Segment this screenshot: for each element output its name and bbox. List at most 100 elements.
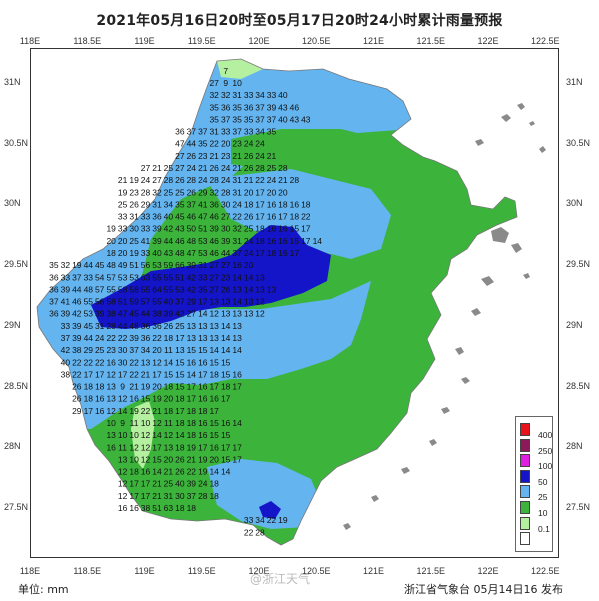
rainfall-value: 26 — [244, 212, 254, 222]
rainfall-value: 50 — [187, 224, 197, 234]
rainfall-value: 12 — [209, 309, 219, 319]
rainfall-value: 17 — [290, 248, 300, 258]
rainfall-value: 40 — [61, 357, 71, 367]
lat-tick: 29N — [4, 319, 21, 330]
rainfall-value: 33 — [84, 272, 94, 282]
rainfall-value: 14 — [152, 430, 162, 440]
rainfall-value: 26 — [129, 199, 139, 209]
rainfall-value: 37 — [129, 345, 139, 355]
lon-tick: 121.5E — [416, 566, 446, 576]
rainfall-value: 38 — [152, 309, 162, 319]
rainfall-value: 26 — [72, 382, 82, 392]
rainfall-value: 25 — [164, 187, 174, 197]
rainfall-value: 48 — [175, 248, 185, 258]
rainfall-value: 48 — [187, 236, 197, 246]
rainfall-value: 13 — [221, 297, 231, 307]
rainfall-value: 16 — [198, 357, 208, 367]
rainfall-value: 17 — [255, 199, 265, 209]
rainfall-value: 18 — [164, 406, 174, 416]
legend-swatch — [520, 469, 530, 483]
rainfall-value: 17 — [95, 369, 105, 379]
rainfall-value: 55 — [141, 284, 151, 294]
rainfall-value: 12 — [255, 297, 265, 307]
rainfall-value: 24 — [255, 151, 265, 161]
rainfall-value: 25 — [175, 321, 185, 331]
lat-tick: 30.5N — [4, 137, 29, 148]
rainfall-value: 27 — [209, 78, 219, 88]
rainfall-value: 55 — [164, 284, 174, 294]
rainfall-value: 18 — [209, 479, 219, 489]
rainfall-value: 53 — [198, 248, 208, 258]
rainfall-value: 13 — [141, 357, 151, 367]
rainfall-value: 39 — [95, 309, 105, 319]
rainfall-value: 40 — [164, 297, 174, 307]
legend: 400 250 100 50 25 10 0.1 — [515, 416, 553, 552]
rainfall-value: 22 — [72, 357, 82, 367]
rainfall-value: 13 — [106, 430, 116, 440]
rainfall-value: 14 — [221, 321, 231, 331]
rainfall-value: 13 — [244, 309, 254, 319]
rainfall-value: 42 — [187, 284, 197, 294]
rainfall-value: 18 — [175, 442, 185, 452]
rainfall-value: 22 — [301, 212, 311, 222]
rainfall-value: 10 — [141, 418, 151, 428]
rainfall-value: 17 — [232, 382, 242, 392]
rainfall-value: 34 — [255, 515, 265, 525]
rainfall-value: 28 — [198, 491, 208, 501]
rainfall-value: 32 — [232, 224, 242, 234]
rainfall-value: 40 — [164, 212, 174, 222]
lat-tick: 27.5N — [566, 502, 591, 512]
rainfall-value: 25 — [175, 187, 185, 197]
rainfall-value: 18 — [278, 199, 288, 209]
rainfall-value: 14 — [221, 345, 231, 355]
rainfall-value: 42 — [175, 309, 185, 319]
lon-tick: 120E — [248, 566, 270, 576]
rainfall-value: 35 — [49, 260, 59, 270]
rainfall-value: 12 — [106, 369, 116, 379]
rainfall-value: 21 — [187, 454, 197, 464]
lon-tick: 120.5E — [301, 36, 331, 46]
rainfall-value: 29 — [84, 345, 94, 355]
rainfall-value: 23 — [221, 151, 231, 161]
legend-swatch — [520, 454, 530, 468]
rainfall-value: 37 — [232, 127, 242, 137]
rainfall-value: 18 — [175, 418, 185, 428]
rainfall-value: 16 — [209, 442, 219, 452]
rainfall-value: 17 — [141, 479, 151, 489]
rainfall-value: 18 — [209, 369, 219, 379]
rainfall-value: 14 — [221, 467, 231, 477]
rainfall-value: 14 — [232, 272, 242, 282]
rainfall-value: 25 — [118, 199, 128, 209]
rainfall-value: 46 — [209, 248, 219, 258]
rainfall-value: 17 — [118, 369, 128, 379]
rainfall-value: 27 — [209, 284, 219, 294]
lat-tick: 30N — [4, 198, 21, 209]
rainfall-value: 19 — [187, 442, 197, 452]
rainfall-value: 53 — [129, 272, 139, 282]
legend-label: 0.1 — [538, 523, 550, 534]
rainfall-value: 41 — [141, 236, 151, 246]
rainfall-value: 13 — [255, 284, 265, 294]
rainfall-value: 15 — [221, 357, 231, 367]
legend-swatch — [520, 438, 530, 452]
rainfall-value: 16 — [232, 260, 242, 270]
rainfall-value: 31 — [152, 199, 162, 209]
rainfall-value: 41 — [198, 199, 208, 209]
rainfall-value: 22 — [152, 333, 162, 343]
rainfall-value: 33 — [118, 224, 128, 234]
rainfall-value: 39 — [152, 224, 162, 234]
rainfall-value: 7 — [223, 66, 228, 76]
rainfall-value: 49 — [118, 260, 128, 270]
rainfall-value: 37 — [232, 248, 242, 258]
rainfall-value: 59 — [129, 297, 139, 307]
rainfall-value: 14 — [187, 369, 197, 379]
rainfall-value: 31 — [232, 236, 242, 246]
rainfall-value: 22 — [244, 527, 254, 537]
rainfall-value: 18 — [244, 199, 254, 209]
rainfall-value: 46 — [175, 236, 185, 246]
rainfall-value: 20 — [106, 236, 116, 246]
rainfall-value: 16 — [267, 236, 277, 246]
rainfall-value: 27 — [221, 260, 231, 270]
rainfall-value: 32 — [209, 187, 219, 197]
rainfall-value: 26 — [244, 151, 254, 161]
